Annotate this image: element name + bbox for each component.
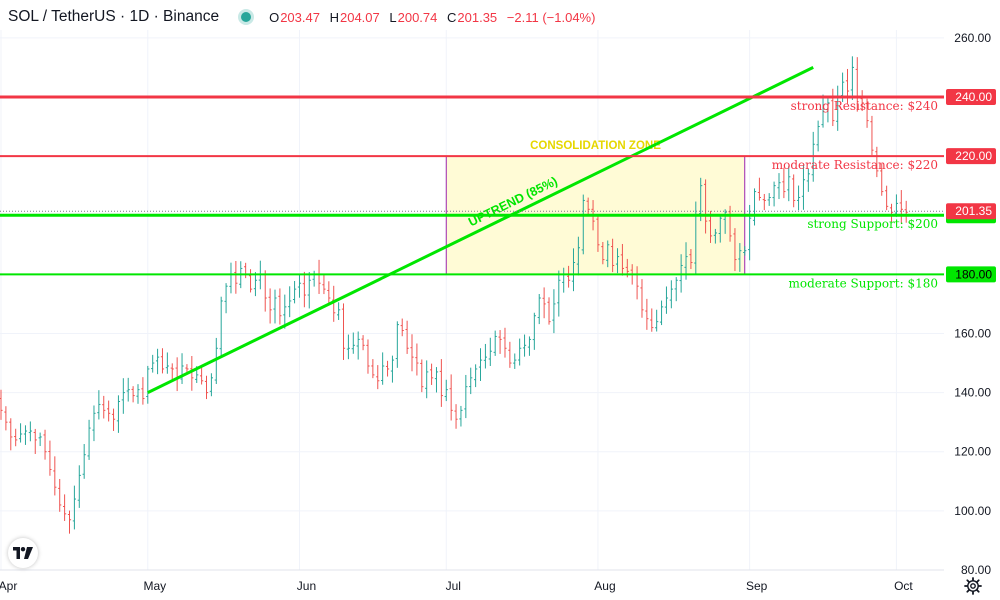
chart-header: SOL / TetherUS · 1D · Binance O203.47 H2… bbox=[8, 7, 601, 27]
support-axis-tag-180 bbox=[946, 266, 996, 283]
current-price-tag-label: 201.35 bbox=[955, 204, 992, 218]
time-tick-label: May bbox=[143, 579, 166, 593]
time-tick-label: Sep bbox=[746, 579, 768, 593]
time-tick-label: Jun bbox=[297, 579, 316, 593]
market-status-icon bbox=[241, 12, 252, 22]
resistance-axis-tag-label-240: 240.00 bbox=[955, 90, 992, 104]
ohlc-open-key: O bbox=[269, 9, 280, 25]
price-tick-label: 160.00 bbox=[954, 326, 991, 340]
ohlc-low-key: L bbox=[389, 9, 397, 25]
resistance-label-240: strong Resistance: $240 bbox=[791, 99, 938, 113]
resistance-axis-tag-240 bbox=[946, 88, 996, 105]
time-tick-label: Aug bbox=[594, 579, 615, 593]
time-tick-label: Oct bbox=[894, 579, 913, 593]
support-label-180: moderate Support: $180 bbox=[788, 276, 938, 290]
ohlc-low-value: 200.74 bbox=[397, 9, 438, 25]
price-tick-label: 120.00 bbox=[954, 445, 991, 459]
resistance-axis-tag-label-220: 220.00 bbox=[955, 149, 992, 163]
ohlc-high-value: 204.07 bbox=[339, 9, 380, 25]
consolidation-zone-label: CONSOLIDATION ZONE bbox=[530, 140, 661, 152]
tradingview-logo-icon[interactable] bbox=[8, 538, 38, 568]
ohlc-readout: O203.47 H204.07 L200.74 C201.35 −2.11 (−… bbox=[269, 10, 601, 25]
ohlc-close-key: C bbox=[447, 9, 457, 25]
ohlc-close-value: 201.35 bbox=[457, 9, 498, 25]
uptrend-line[interactable] bbox=[147, 66, 814, 394]
ohlc-open-value: 203.47 bbox=[280, 9, 320, 25]
resistance-label-220: moderate Resistance: $220 bbox=[772, 158, 938, 172]
price-tick-label: 100.00 bbox=[954, 504, 991, 518]
settings-gear-icon[interactable] bbox=[964, 577, 982, 595]
symbol-title[interactable]: SOL / TetherUS · 1D · Binance bbox=[8, 8, 220, 25]
support-label-200: strong Support: $200 bbox=[807, 217, 938, 231]
time-tick-label: Apr bbox=[0, 579, 17, 593]
support-axis-tag-label-180: 180.00 bbox=[955, 267, 992, 281]
price-tick-label: 140.00 bbox=[954, 386, 991, 400]
time-tick-label: Jul bbox=[446, 579, 461, 593]
price-tick-label: 260.00 bbox=[954, 31, 991, 45]
price-tick-label: 80.00 bbox=[961, 563, 991, 577]
ohlc-change-value: −2.11 (−1.04%) bbox=[506, 9, 596, 25]
resistance-axis-tag-220 bbox=[946, 148, 996, 165]
current-price-tag bbox=[946, 203, 996, 220]
ohlc-high-key: H bbox=[329, 9, 339, 25]
